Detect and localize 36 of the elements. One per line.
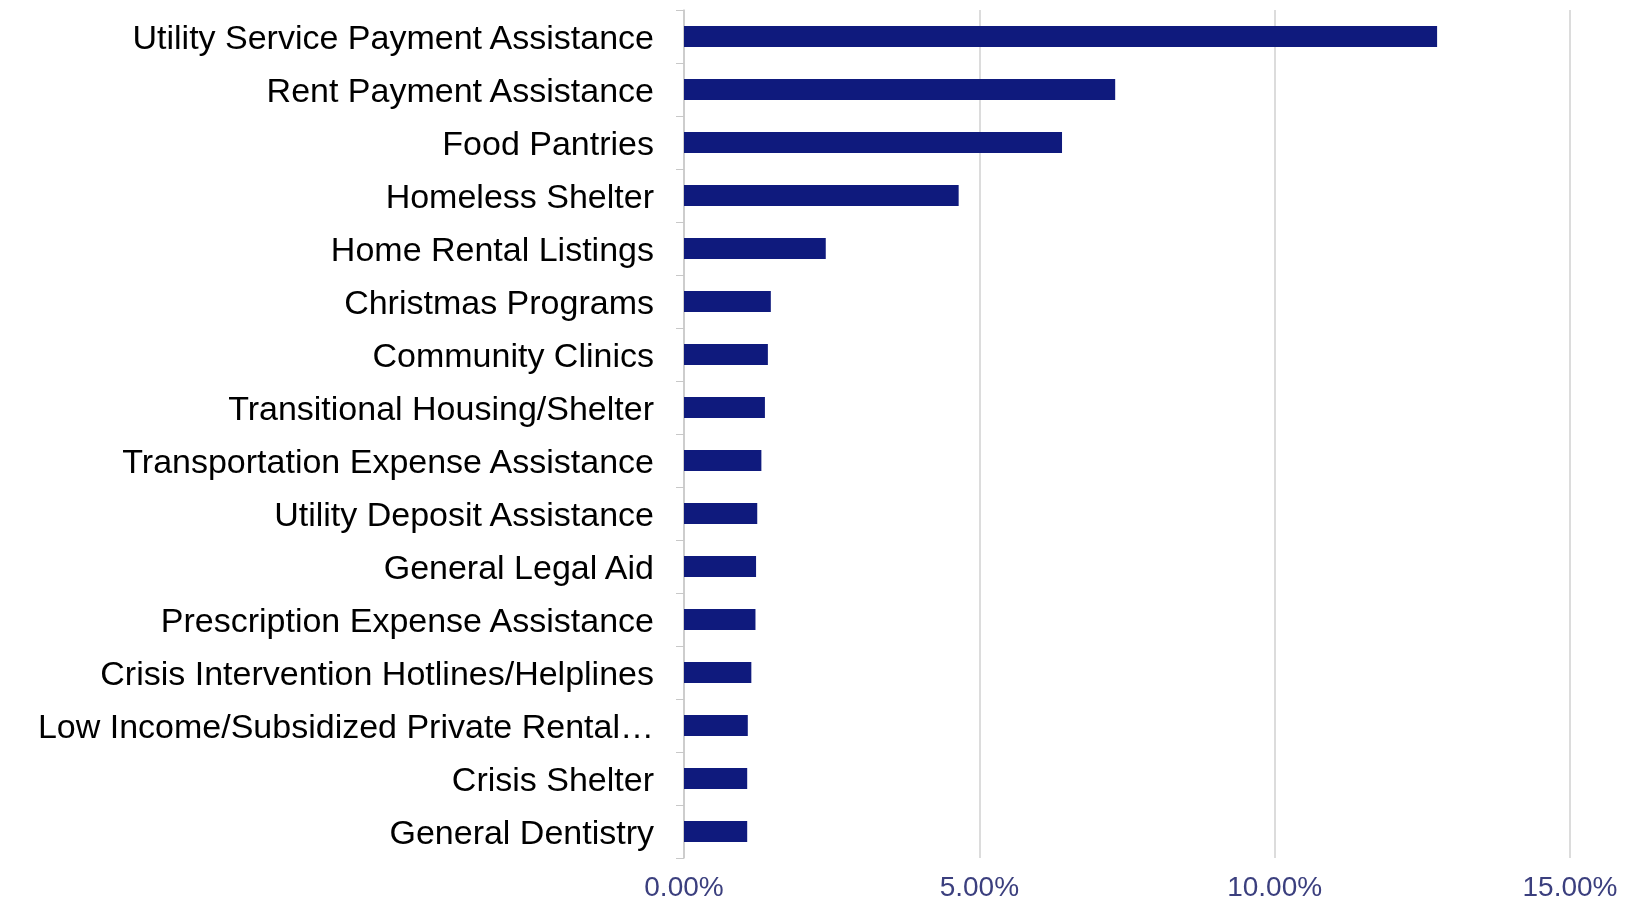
y-tick-label: Rent Payment Assistance — [266, 70, 654, 109]
y-tick-label: Community Clinics — [372, 335, 654, 374]
x-tick-label: 15.00% — [1522, 870, 1618, 902]
bar — [684, 25, 1438, 48]
bar — [684, 343, 768, 366]
y-tick-label: Transitional Housing/Shelter — [228, 388, 654, 427]
bar — [684, 78, 1116, 101]
y-tick-label: Utility Service Payment Assistance — [132, 17, 654, 56]
y-tick-label: Transportation Expense Assistance — [122, 441, 654, 480]
x-tick-label: 5.00% — [939, 870, 1020, 902]
bar — [684, 502, 758, 525]
bar — [684, 449, 762, 472]
x-tick-label: 10.00% — [1227, 870, 1323, 902]
y-tick-label: Christmas Programs — [344, 282, 654, 321]
bar — [684, 767, 748, 790]
y-tick-label: Crisis Intervention Hotlines/Helplines — [100, 653, 654, 692]
bar — [684, 661, 752, 684]
bar — [684, 396, 765, 419]
bar — [684, 714, 748, 737]
y-tick-label: General Dentistry — [389, 812, 654, 851]
y-tick-label: Utility Deposit Assistance — [274, 494, 654, 533]
bar — [684, 184, 959, 207]
x-tick-label: 0.00% — [644, 870, 724, 902]
bar — [684, 608, 756, 631]
y-tick-label: General Legal Aid — [383, 547, 654, 586]
bar — [684, 820, 748, 843]
y-tick-label: Crisis Shelter — [451, 759, 654, 798]
bar — [684, 237, 826, 260]
bar — [684, 555, 757, 578]
y-tick-label: Homeless Shelter — [385, 176, 654, 215]
y-tick-label: Prescription Expense Assistance — [160, 600, 654, 639]
y-tick-label: Low Income/Subsidized Private Rental… — [37, 706, 654, 745]
y-tick-label: Home Rental Listings — [330, 229, 654, 268]
bar — [684, 131, 1063, 154]
y-tick-label: Food Pantries — [442, 123, 654, 162]
bar — [684, 290, 771, 313]
